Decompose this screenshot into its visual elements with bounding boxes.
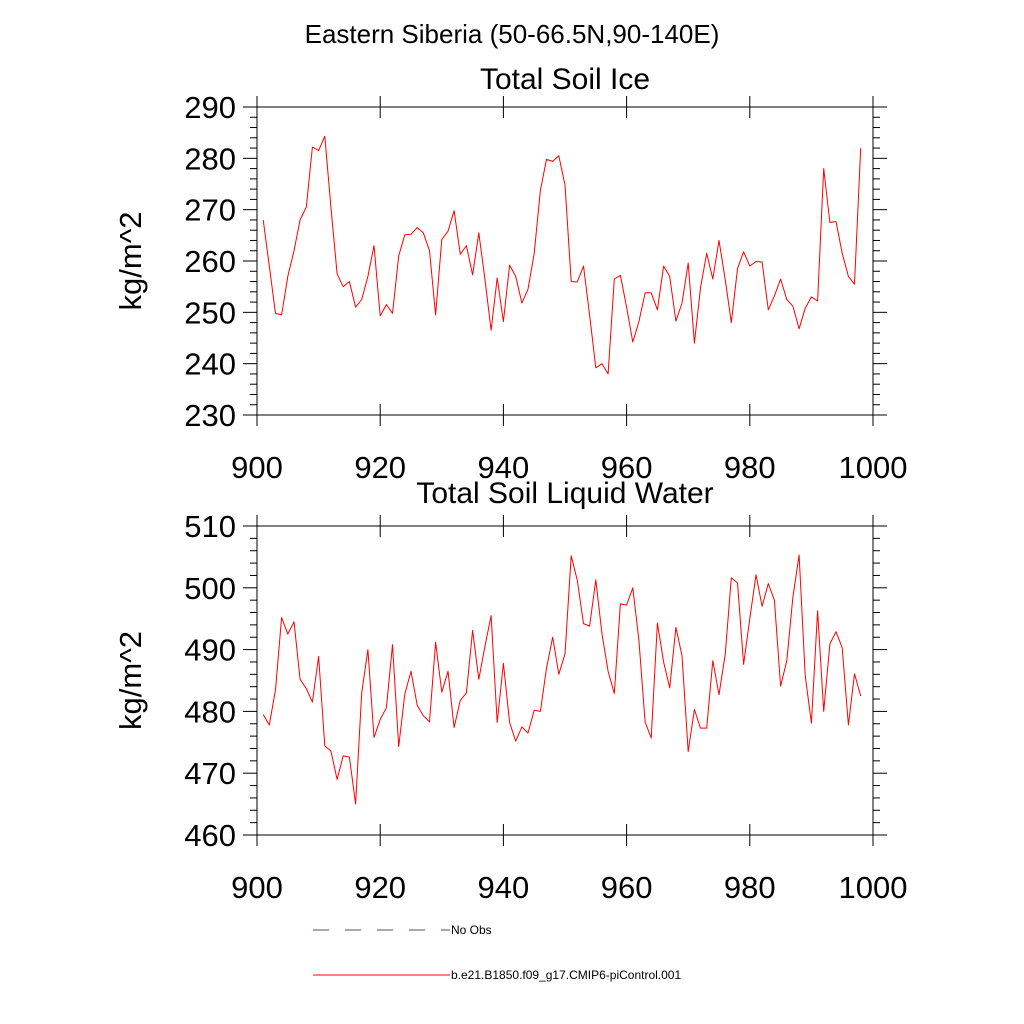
chart-1-xtick-label: 960 <box>601 870 653 905</box>
figure-title: Eastern Siberia (50-66.5N,90-140E) <box>305 19 720 49</box>
legend-item-model-run: b.e21.B1850.f09_g17.CMIP6-piControl.001 <box>313 968 681 982</box>
chart-0-title: Total Soil Ice <box>480 63 650 96</box>
chart-0-ytick-label: 240 <box>184 347 236 382</box>
chart-1-xtick-label: 900 <box>231 870 283 905</box>
chart-0-xtick-label: 980 <box>724 450 776 485</box>
chart-0-ytick-label: 280 <box>184 141 236 176</box>
chart-1-xtick-label: 940 <box>478 870 530 905</box>
chart-1-xtick-label: 1000 <box>839 870 908 905</box>
chart-1-xtick-label: 980 <box>724 870 776 905</box>
chart-1-series-line <box>262 554 862 805</box>
chart-0-ytick-label: 290 <box>184 90 236 125</box>
chart-0-ytick-label: 230 <box>184 398 236 433</box>
chart-1-ytick-label: 490 <box>184 633 236 668</box>
legend: No Obs b.e21.B1850.f09_g17.CMIP6-piContr… <box>313 923 681 982</box>
chart-1-frame <box>256 525 874 836</box>
chart-0-ytick-label: 270 <box>184 193 236 228</box>
chart-0-xtick-label: 920 <box>354 450 406 485</box>
chart-1-ytick-label: 500 <box>184 571 236 606</box>
chart-1-ytick-label: 470 <box>184 756 236 791</box>
chart-0-frame <box>256 106 874 416</box>
chart-0-xtick-label: 900 <box>231 450 283 485</box>
chart-1-ytick-label: 460 <box>184 818 236 853</box>
chart-1-ytick-label: 510 <box>184 509 236 544</box>
panel-total-soil-liquid-water: Total Soil Liquid Water 900 920 940 960 980 10… <box>113 477 907 905</box>
chart-0-series-line <box>262 135 862 375</box>
legend-item-no-obs: No Obs <box>313 923 492 937</box>
chart-0-xtick-label: 1000 <box>839 450 908 485</box>
chart-1-ytick-label: 480 <box>184 694 236 729</box>
chart-1-ylabel: kg/m^2 <box>113 631 148 730</box>
chart-0-xtick-label: 940 <box>478 450 530 485</box>
chart-0-ytick-label: 250 <box>184 295 236 330</box>
chart-0-xtick-label: 960 <box>601 450 653 485</box>
chart-1-xtick-label: 920 <box>354 870 406 905</box>
panel-total-soil-ice: Total Soil Ice 900 920 940 960 980 1000 230 240 2… <box>113 63 907 485</box>
legend-label-model-run: b.e21.B1850.f09_g17.CMIP6-piControl.001 <box>451 968 681 982</box>
chart-0-ylabel: kg/m^2 <box>113 212 148 311</box>
chart-0-ytick-label: 260 <box>184 244 236 279</box>
chart-1-title: Total Soil Liquid Water <box>416 477 713 510</box>
legend-label-no-obs: No Obs <box>451 923 492 937</box>
